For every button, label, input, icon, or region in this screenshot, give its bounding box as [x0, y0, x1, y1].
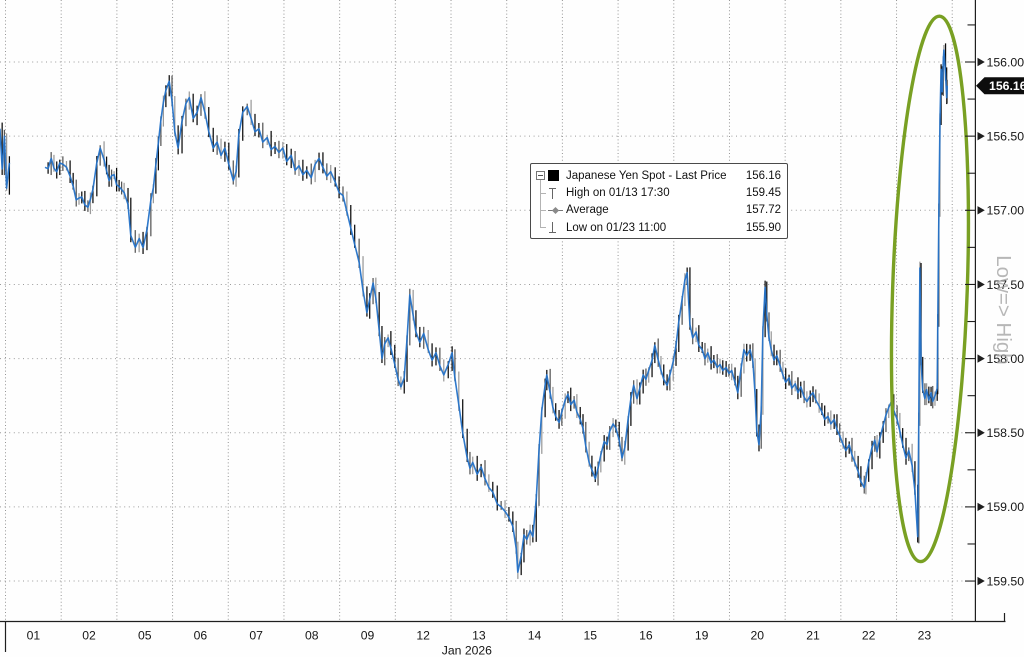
highlight-ellipse-annotation [889, 14, 971, 564]
tree-branch-icon [540, 209, 546, 211]
svg-text:158.50: 158.50 [987, 426, 1024, 440]
low-marker-icon [548, 222, 557, 234]
vertical-gridlines [5, 0, 953, 622]
svg-text:07: 07 [249, 629, 263, 643]
svg-text:15: 15 [583, 629, 597, 643]
tree-branch-icon [540, 192, 546, 194]
average-marker-icon [548, 207, 563, 214]
legend-label-average: Average [566, 204, 609, 217]
legend-icon-cell [536, 222, 566, 234]
legend-value-average: 157.72 [745, 204, 781, 217]
axis-side-label: Low=> High [992, 255, 1015, 364]
legend-label-high: High on 01/13 17:30 [566, 187, 670, 200]
svg-text:19: 19 [695, 629, 709, 643]
svg-text:01: 01 [27, 629, 41, 643]
horizontal-gridlines [0, 61, 976, 582]
legend-value-last-price: 156.16 [745, 169, 781, 182]
axes [0, 0, 1006, 652]
legend-value-low: 155.90 [745, 221, 781, 234]
svg-text:12: 12 [416, 629, 430, 643]
month-year-label: Jan 2026 [442, 644, 492, 657]
svg-text:156.16: 156.16 [989, 79, 1024, 93]
legend-row-last-price[interactable]: Japanese Yen Spot - Last Price 156.16 [536, 167, 781, 184]
tree-branch-icon [540, 227, 546, 229]
series-swatch-icon [548, 170, 559, 182]
legend-row-low[interactable]: Low on 01/23 11:00 155.90 [536, 219, 781, 236]
svg-text:13: 13 [472, 629, 486, 643]
last-price-line [0, 49, 948, 574]
svg-text:156.00: 156.00 [987, 55, 1024, 69]
svg-text:05: 05 [138, 629, 152, 643]
svg-text:02: 02 [82, 629, 96, 643]
svg-text:22: 22 [862, 629, 876, 643]
y-axis-labels: 156.00 156.50 157.00 157.50 158.00 158.50 159.… [977, 55, 1024, 588]
legend-row-average[interactable]: Average 157.72 [536, 202, 781, 219]
legend-label-low: Low on 01/23 11:00 [566, 221, 667, 234]
svg-text:156.50: 156.50 [987, 129, 1024, 143]
svg-text:20: 20 [751, 629, 765, 643]
last-price-badge: 156.16 [976, 77, 1024, 95]
x-axis-day-labels: 01 02 05 06 07 08 09 12 13 14 15 16 19 20 21 22 23 [27, 629, 932, 643]
y-axis-ticks [965, 24, 976, 582]
legend-value-high: 159.45 [745, 187, 781, 200]
svg-text:159.50: 159.50 [987, 574, 1024, 588]
svg-text:09: 09 [361, 629, 375, 643]
svg-text:23: 23 [918, 629, 932, 643]
collapse-icon[interactable] [536, 171, 545, 181]
high-marker-icon [548, 187, 557, 199]
svg-text:157.50: 157.50 [987, 278, 1024, 292]
svg-text:16: 16 [639, 629, 653, 643]
svg-text:158.00: 158.00 [987, 352, 1024, 366]
legend-row-high[interactable]: High on 01/13 17:30 159.45 [536, 184, 781, 201]
svg-text:21: 21 [806, 629, 820, 643]
svg-text:14: 14 [528, 629, 542, 643]
svg-text:06: 06 [194, 629, 208, 643]
svg-text:159.00: 159.00 [987, 500, 1024, 514]
legend-label-last-price: Japanese Yen Spot - Last Price [566, 169, 727, 182]
legend-icon-cell [536, 207, 566, 214]
legend-icon-cell [536, 187, 566, 199]
legend-icon-cell [536, 170, 566, 182]
legend-tree-rail [540, 180, 541, 227]
svg-text:157.00: 157.00 [987, 204, 1024, 218]
svg-text:08: 08 [305, 629, 319, 643]
price-range-bars [1, 43, 948, 579]
chart-legend: Japanese Yen Spot - Last Price 156.16 Hi… [530, 163, 788, 239]
